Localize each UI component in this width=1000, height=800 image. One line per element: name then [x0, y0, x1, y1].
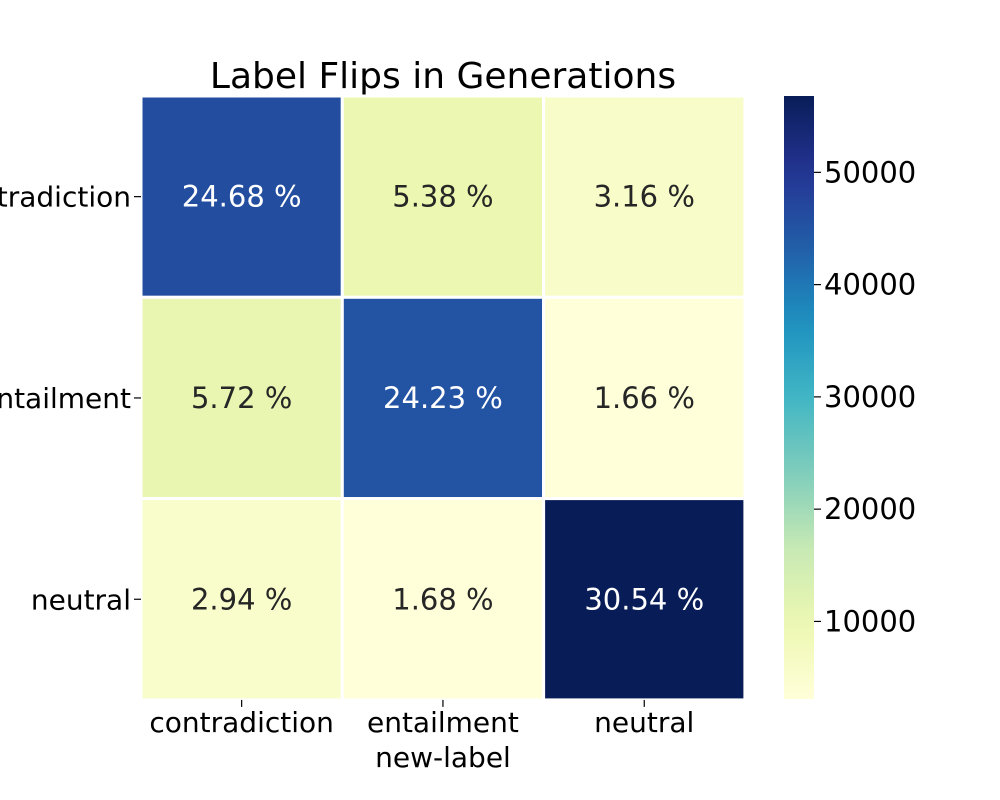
y-tick-label: entailment	[0, 382, 131, 415]
heatmap-cell	[139, 295, 344, 501]
heatmap-cell	[340, 94, 546, 299]
colorbar-tick-label: 40000	[824, 268, 916, 302]
cell-label: 1.66 %	[594, 381, 695, 415]
y-tick-label: contradiction	[0, 181, 131, 214]
y-tick-label: neutral	[31, 583, 131, 616]
colorbar: 10000 20000 30000 40000 50000	[784, 96, 916, 699]
cell-label: 5.38 %	[392, 180, 493, 214]
cell-label: 2.94 %	[191, 582, 292, 616]
cell-label: 1.68 %	[392, 582, 493, 616]
heatmap-cell	[139, 94, 344, 299]
x-tick-label: entailment	[367, 706, 519, 739]
cell-label: 3.16 %	[594, 180, 695, 214]
y-axis-ticks: contradiction entailment neutral	[0, 181, 141, 616]
heatmap-cell	[542, 295, 747, 501]
colorbar-tick-label: 30000	[824, 380, 916, 414]
cell-label: 24.23 %	[383, 381, 503, 415]
x-axis-label: new-label	[375, 741, 511, 774]
colorbar-gradient	[784, 96, 814, 699]
colorbar-tick-label: 10000	[824, 604, 916, 638]
cell-label: 5.72 %	[191, 381, 292, 415]
heatmap-cells: 24.68 % 5.38 % 3.16 % 5.72 % 24.23 % 1.66 % 2.…	[139, 94, 747, 702]
x-axis-ticks: contradiction entailment neutral	[149, 699, 694, 739]
x-tick-label: neutral	[594, 706, 694, 739]
colorbar-tick-label: 20000	[824, 492, 916, 526]
cell-label: 30.54 %	[584, 582, 704, 616]
colorbar-tick-label: 50000	[824, 155, 916, 189]
heatmap-cell	[340, 497, 546, 702]
x-tick-label: contradiction	[149, 706, 334, 739]
chart-title: Label Flips in Generations	[210, 56, 676, 97]
heatmap-cell	[542, 94, 747, 299]
cell-label: 24.68 %	[182, 180, 302, 214]
